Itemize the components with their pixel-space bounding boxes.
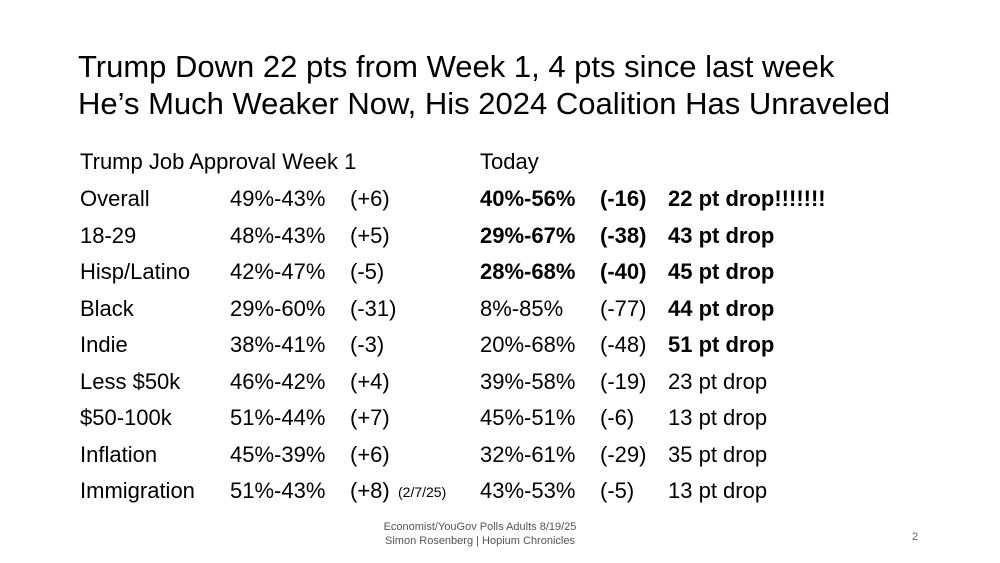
point-drop: 44 pt drop <box>668 295 775 321</box>
row-label: Black <box>80 295 134 321</box>
today-net: (-5) <box>600 478 635 503</box>
table-row: Indie 38%-41% (-3) 20%-68% (-48) 51 pt drop <box>80 332 980 362</box>
today-net: (-48) <box>600 332 647 357</box>
week1-net: (+5) <box>350 222 390 248</box>
footer-line-2: Simon Rosenberg | Hopium Chronicles <box>385 535 575 547</box>
week1-approval: 38%-41% <box>230 332 326 357</box>
table-row: Less $50k 46%-42% (+4) 39%-58% (-19) 23 pt dr… <box>80 369 980 399</box>
week1-date-note: (2/7/25) <box>398 484 447 500</box>
today-approval: 40%-56% <box>480 186 576 211</box>
week1-approval: 46%-42% <box>230 368 326 394</box>
row-label: Overall <box>80 186 150 211</box>
today-net: (-77) <box>600 295 647 321</box>
row-label: Immigration <box>80 478 195 503</box>
table-row: Hisp/Latino 42%-47% (-5) 28%-68% (-40) 45 pt … <box>80 259 980 289</box>
point-drop: 51 pt drop <box>668 332 775 357</box>
today-approval: 29%-67% <box>480 222 576 248</box>
slide-title: Trump Down 22 pts from Week 1, 4 pts sin… <box>78 48 978 122</box>
today-net: (-29) <box>600 441 647 467</box>
week1-approval: 49%-43% <box>230 186 326 211</box>
row-label: Hisp/Latino <box>80 259 191 284</box>
week1-net: (+4) <box>350 368 390 394</box>
week1-net: (-31) <box>350 295 397 321</box>
week1-approval: 48%-43% <box>230 222 326 248</box>
header-today: Today <box>480 149 539 174</box>
week1-net: (+6) <box>350 441 390 467</box>
week1-approval: 51%-44% <box>230 405 326 430</box>
source-footer: Economist/YouGov Polls Adults 8/19/25 Si… <box>350 520 610 548</box>
today-net: (-40) <box>600 259 647 284</box>
row-label: Less $50k <box>80 368 181 394</box>
today-approval: 32%-61% <box>480 441 576 467</box>
week1-net: (+6) <box>350 186 390 211</box>
today-net: (-19) <box>600 368 647 394</box>
today-approval: 20%-68% <box>480 332 576 357</box>
table-row: Overall 49%-43% (+6) 40%-56% (-16) 22 pt drop… <box>80 186 980 216</box>
week1-approval: 29%-60% <box>230 295 326 321</box>
week1-approval: 45%-39% <box>230 441 326 467</box>
table-row: Black 29%-60% (-31) 8%-85% (-77) 44 pt drop <box>80 296 980 326</box>
point-drop: 13 pt drop <box>668 478 768 503</box>
today-approval: 39%-58% <box>480 368 576 394</box>
week1-approval: 51%-43% <box>230 478 326 503</box>
table-row: Inflation 45%-39% (+6) 32%-61% (-29) 35 pt dr… <box>80 442 980 472</box>
slide-number: 2 <box>912 531 919 543</box>
table-row: Immigration 51%-43% (+8) (2/7/25) 43%-53% (-5… <box>80 478 980 508</box>
point-drop: 23 pt drop <box>668 368 768 394</box>
row-label: Inflation <box>80 441 158 467</box>
point-drop: 13 pt drop <box>668 405 768 430</box>
footer-line-1: Economist/YouGov Polls Adults 8/19/25 <box>383 521 577 533</box>
row-label: Indie <box>80 332 128 357</box>
point-drop: 35 pt drop <box>668 441 768 467</box>
week1-approval: 42%-47% <box>230 259 326 284</box>
week1-net: (-5) <box>350 259 385 284</box>
week1-net: (-3) <box>350 332 385 357</box>
header-label: Trump Job Approval Week 1 <box>80 149 357 174</box>
table-row: 18-29 48%-43% (+5) 29%-67% (-38) 43 pt drop <box>80 223 980 253</box>
today-approval: 8%-85% <box>480 295 564 321</box>
today-approval: 43%-53% <box>480 478 576 503</box>
today-net: (-16) <box>600 186 647 211</box>
today-approval: 45%-51% <box>480 405 576 430</box>
point-drop: 22 pt drop!!!!!!! <box>668 186 826 211</box>
point-drop: 43 pt drop <box>668 222 775 248</box>
table-header: Trump Job Approval Week 1 Today <box>80 149 980 179</box>
week1-net: (+7) <box>350 405 390 430</box>
table-row: $50-100k 51%-44% (+7) 45%-51% (-6) 13 pt drop <box>80 405 980 435</box>
title-line-1: Trump Down 22 pts from Week 1, 4 pts sin… <box>78 49 835 84</box>
today-net: (-6) <box>600 405 635 430</box>
title-line-2: He’s Much Weaker Now, His 2024 Coalition… <box>78 86 891 121</box>
row-label: $50-100k <box>80 405 172 430</box>
point-drop: 45 pt drop <box>668 259 775 284</box>
today-net: (-38) <box>600 222 647 248</box>
today-approval: 28%-68% <box>480 259 576 284</box>
row-label: 18-29 <box>80 222 137 248</box>
week1-net: (+8) <box>350 478 390 503</box>
